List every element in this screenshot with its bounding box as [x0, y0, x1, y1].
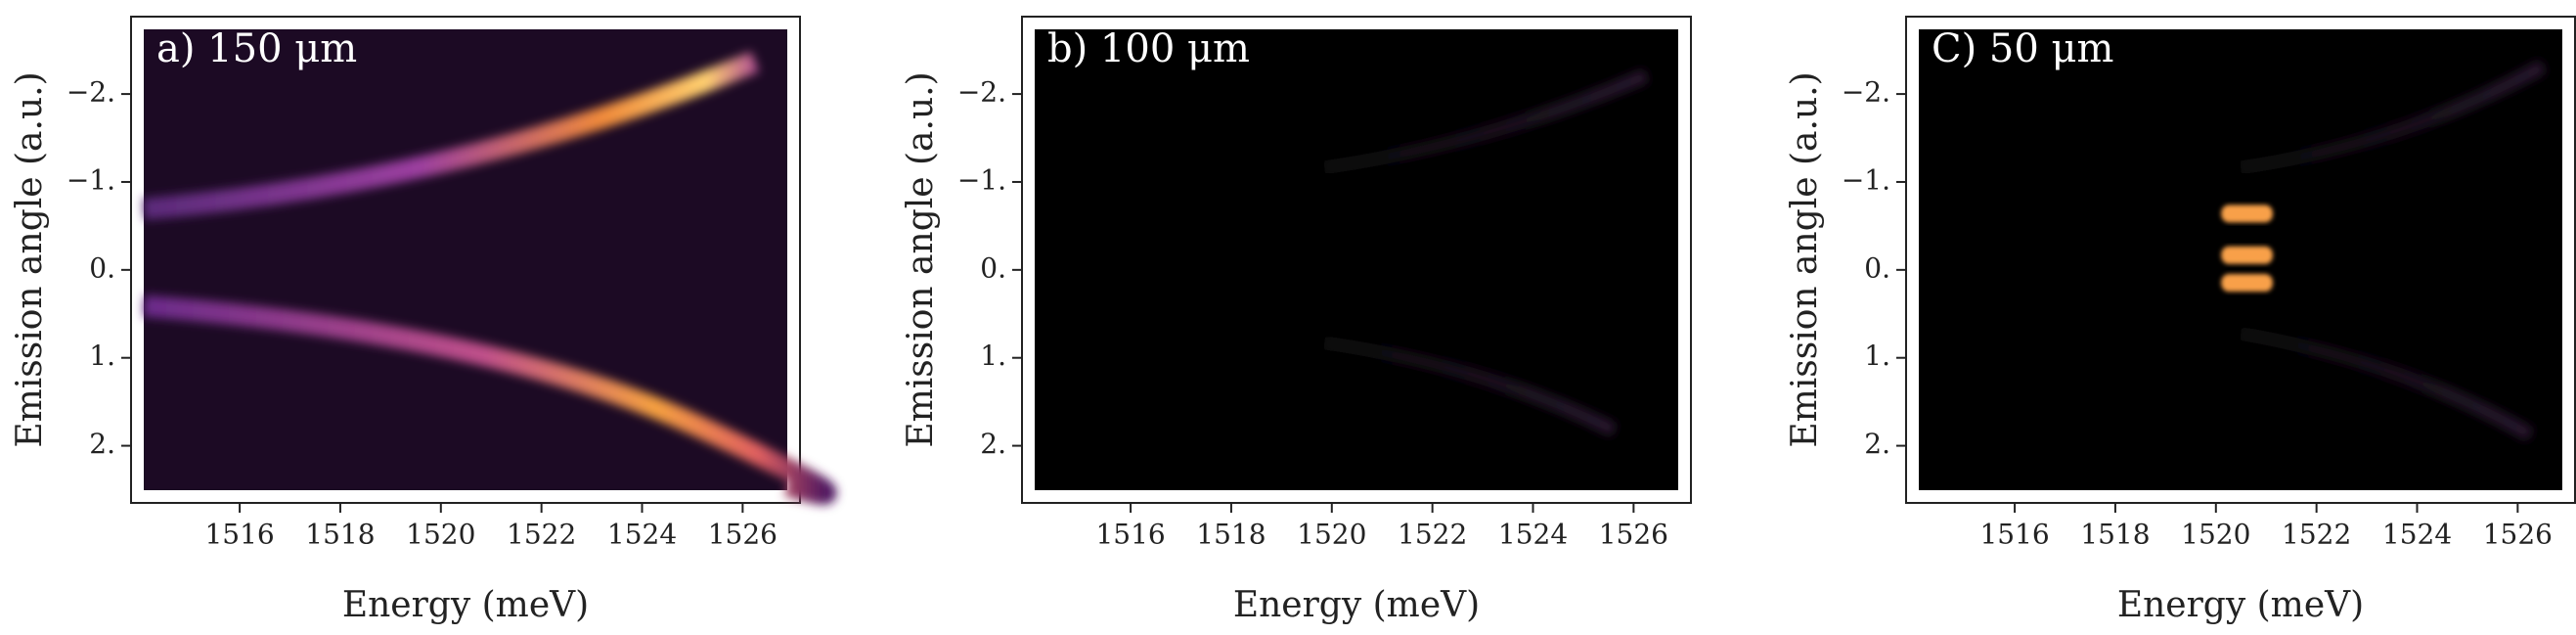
fringe-spot — [2221, 246, 2273, 264]
x-tick-label: 1520 — [1297, 519, 1366, 551]
panel-title: b) 100 μm — [1047, 26, 1250, 71]
upper-branch — [143, 51, 760, 220]
y-tick-label: −1. — [67, 163, 115, 196]
x-axis-label: Energy (meV) — [342, 585, 589, 625]
y-tick-label: 0. — [1864, 251, 1890, 284]
y-tick-label: −1. — [1842, 163, 1890, 196]
fringe-spot — [2221, 204, 2273, 223]
x-tick-label: 1518 — [305, 519, 375, 551]
x-tick-label: 1524 — [2382, 519, 2452, 551]
x-tick-label: 1520 — [406, 519, 475, 551]
y-tick-label: −1. — [957, 163, 1006, 196]
panel-title: C) 50 μm — [1932, 26, 2113, 71]
x-tick-label: 1526 — [2483, 519, 2553, 551]
y-tick-label: 1. — [1864, 340, 1890, 372]
y-tick-label: 2. — [980, 428, 1006, 460]
y-tick-label: 0. — [89, 251, 115, 284]
x-tick-label: 1516 — [1979, 519, 2049, 551]
x-tick-label: 1516 — [204, 519, 274, 551]
lower-branch — [1323, 336, 1618, 437]
y-tick-label: 1. — [980, 340, 1006, 372]
y-axis-label: Emission angle (a.u.) — [1785, 71, 1825, 447]
upper-branch — [1323, 68, 1649, 175]
panel: C) 50 μm 1516 1518 1520 1522 1524 1526 −2. −1. 0.… — [1785, 16, 2576, 625]
x-tick-label: 1518 — [2080, 519, 2150, 551]
x-tick-label: 1518 — [1196, 519, 1266, 551]
y-tick-label: −2. — [67, 76, 115, 109]
lower-branch — [2239, 326, 2534, 441]
y-tick-label: −2. — [1842, 76, 1890, 109]
x-tick-label: 1520 — [2181, 519, 2250, 551]
y-tick-label: 0. — [980, 251, 1006, 284]
y-tick-label: −2. — [957, 76, 1006, 109]
x-tick-label: 1522 — [2282, 519, 2351, 551]
x-tick-label: 1526 — [1599, 519, 1668, 551]
fringe-spot — [2221, 274, 2273, 293]
y-axis-label: Emission angle (a.u.) — [10, 71, 50, 447]
panel: a) 150 μm 1516 1518 1520 1522 1524 1526 −2. −1. 0… — [10, 16, 837, 625]
lower-branch — [143, 295, 837, 505]
y-tick-label: 2. — [89, 428, 115, 460]
panel: b) 100 μm 1516 1518 1520 1522 1524 1526 −2. −1. 0… — [901, 16, 1692, 625]
x-tick-label: 1524 — [1498, 519, 1568, 551]
y-tick-label: 2. — [1864, 428, 1890, 460]
x-tick-label: 1516 — [1095, 519, 1165, 551]
panel-title: a) 150 μm — [156, 26, 357, 71]
x-tick-label: 1526 — [708, 519, 777, 551]
y-axis-label: Emission angle (a.u.) — [901, 71, 941, 447]
x-tick-label: 1522 — [507, 519, 576, 551]
y-tick-label: 1. — [89, 340, 115, 372]
x-axis-label: Energy (meV) — [1233, 585, 1480, 625]
upper-branch — [2240, 60, 2547, 175]
x-axis-label: Energy (meV) — [2117, 585, 2364, 625]
x-tick-label: 1522 — [1398, 519, 1467, 551]
x-tick-label: 1524 — [607, 519, 677, 551]
